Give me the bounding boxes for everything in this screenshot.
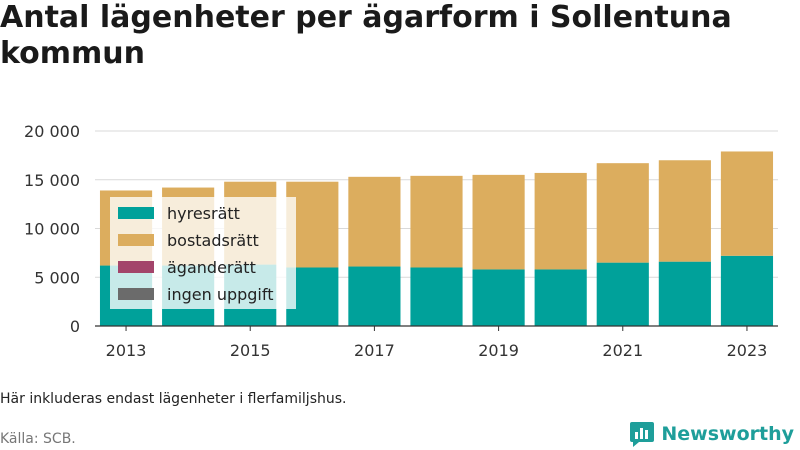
legend-swatch: [118, 288, 154, 300]
y-tick-label: 0: [70, 317, 80, 336]
bar-segment: [534, 269, 587, 326]
legend: hyresrätt bostadsrätt äganderätt ingen uppg…: [110, 197, 296, 309]
bar-segment: [658, 160, 711, 262]
chart-title: Antal lägenheter per ägarform i Sollentu…: [0, 0, 732, 71]
bar-segment: [534, 172, 587, 270]
bar-segment: [348, 176, 401, 267]
chart-note: Här inkluderas endast lägenheter i flerf…: [0, 391, 347, 407]
bar-segment: [720, 151, 774, 256]
x-tick-label: 2015: [230, 341, 271, 360]
y-tick-label: 20 000: [24, 122, 80, 141]
bar-segment: [348, 266, 401, 326]
bar-segment: [596, 163, 649, 263]
y-tick-label: 5 000: [34, 268, 80, 287]
y-tick-label: 15 000: [24, 171, 80, 190]
bar-segment: [658, 261, 711, 326]
legend-label: bostadsrätt: [167, 231, 259, 250]
x-tick-label: 2013: [106, 341, 147, 360]
x-tick-label: 2023: [727, 341, 768, 360]
bar-segment: [472, 174, 525, 270]
x-tick-label: 2021: [602, 341, 643, 360]
y-tick-label: 10 000: [24, 220, 80, 239]
brand-name: Newsworthy: [661, 423, 794, 445]
x-tick-label: 2017: [354, 341, 395, 360]
bar-segment: [720, 255, 774, 326]
bar-segment: [472, 269, 525, 326]
legend-label: hyresrätt: [167, 204, 240, 223]
legend-swatch: [118, 261, 154, 273]
x-tick-label: 2019: [478, 341, 519, 360]
bar-segment: [410, 267, 463, 326]
legend-label: ingen uppgift: [167, 285, 274, 304]
legend-swatch: [118, 207, 154, 219]
axes: 0 5 000 10 000 15 000 20 000 2013 2015 2017 2019…: [24, 122, 778, 360]
bar-segment: [410, 175, 463, 268]
legend-swatch: [118, 234, 154, 246]
brand-logo: Newsworthy: [629, 420, 794, 448]
newsworthy-logo-icon: [630, 422, 655, 447]
source-text: Källa: SCB.: [0, 431, 76, 447]
legend-label: äganderätt: [167, 258, 256, 277]
bar-chart: 0 5 000 10 000 15 000 20 000 2013 2015 2017 2019…: [24, 122, 778, 360]
bar-segment: [596, 262, 649, 326]
